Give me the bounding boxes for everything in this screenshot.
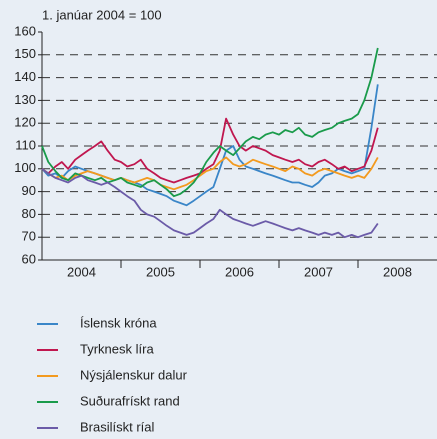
y-tick-label: 120 (14, 115, 36, 130)
chart-subtitle: 1. janúar 2004 = 100 (42, 7, 162, 22)
legend-label: Tyrknesk líra (80, 341, 154, 356)
y-tick-label: 110 (15, 137, 36, 152)
series-line (41, 117, 379, 184)
y-tick-label: 70 (22, 229, 36, 244)
y-tick-label: 100 (14, 160, 36, 175)
x-tick-label: 2008 (383, 264, 412, 279)
y-tick-label: 60 (22, 251, 36, 266)
y-tick-label: 80 (22, 206, 36, 221)
x-tick-label: 2004 (67, 264, 96, 279)
y-tick-label: 130 (14, 92, 36, 107)
legend-label: Suðurafrískt rand (80, 393, 180, 408)
x-tick-label: 2007 (304, 264, 333, 279)
series-line (41, 47, 379, 198)
y-tick-label: 150 (14, 46, 36, 61)
legend-label: Brasilískt ríal (80, 419, 155, 434)
series-line (41, 156, 379, 191)
y-tick-label: 160 (14, 23, 36, 38)
x-tick-label: 2006 (225, 264, 254, 279)
legend-label: Íslensk króna (80, 315, 157, 330)
x-tick-label: 2005 (146, 264, 175, 279)
series-line (41, 168, 379, 239)
y-tick-label: 90 (22, 183, 36, 198)
y-tick-label: 140 (14, 69, 36, 84)
legend-label: Nýsjálenskur dalur (80, 367, 188, 382)
